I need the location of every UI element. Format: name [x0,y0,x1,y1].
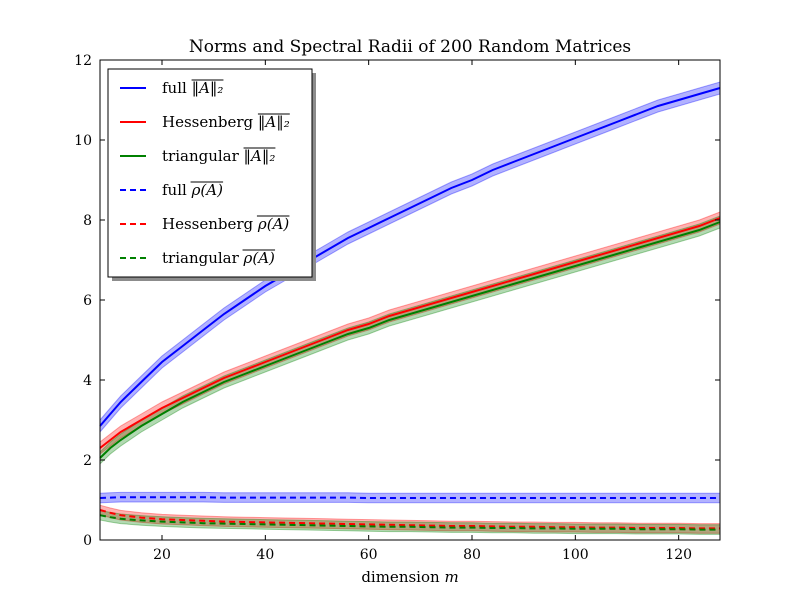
x-tick-label: 60 [360,547,378,563]
legend-label-2: triangular ‖A‖₂ [162,147,275,165]
series-line-3 [99,496,720,499]
x-tick-label: 80 [463,547,481,563]
y-tick-label: 0 [83,533,92,549]
x-axis-label-var: m [444,568,458,586]
y-tick-label: 12 [74,53,92,69]
x-axis-ticks: 20 40 60 80 100 120 [153,60,692,563]
y-tick-label: 2 [83,453,92,469]
legend: full ‖A‖₂ Hessenberg ‖A‖₂ triangular ‖A‖₂ f… [107,68,316,281]
legend-label-3: full ρ(A) [162,181,223,199]
legend-label-1: Hessenberg ‖A‖₂ [162,113,290,131]
legend-label-5: triangular ρ(A) [162,249,275,267]
legend-label-0: full ‖A‖₂ [162,79,223,97]
x-tick-label: 20 [153,547,171,563]
series-line-5 [99,514,720,531]
legend-label-4: Hessenberg ρ(A) [162,215,289,233]
x-tick-label: 100 [562,547,589,563]
series-line-2 [99,221,721,459]
x-tick-label: 40 [256,547,274,563]
series-line-0 [99,87,721,427]
y-tick-label: 8 [83,213,92,229]
series-line-1 [99,217,721,449]
y-axis-ticks: 0 2 4 6 8 10 12 [74,53,720,549]
chart-title: Norms and Spectral Radii of 200 Random M… [189,37,631,57]
x-axis-label-word: dimension [361,568,444,586]
y-tick-label: 4 [83,373,92,389]
x-axis-label: dimension m [361,568,458,586]
y-tick-label: 6 [83,293,92,309]
series-lines [99,87,721,531]
y-tick-label: 10 [74,133,92,149]
legend-items: full ‖A‖₂ Hessenberg ‖A‖₂ triangular ‖A‖₂ f… [120,79,290,267]
legend-box [107,68,313,278]
x-tick-label: 120 [665,547,692,563]
series-line-4 [99,509,720,530]
